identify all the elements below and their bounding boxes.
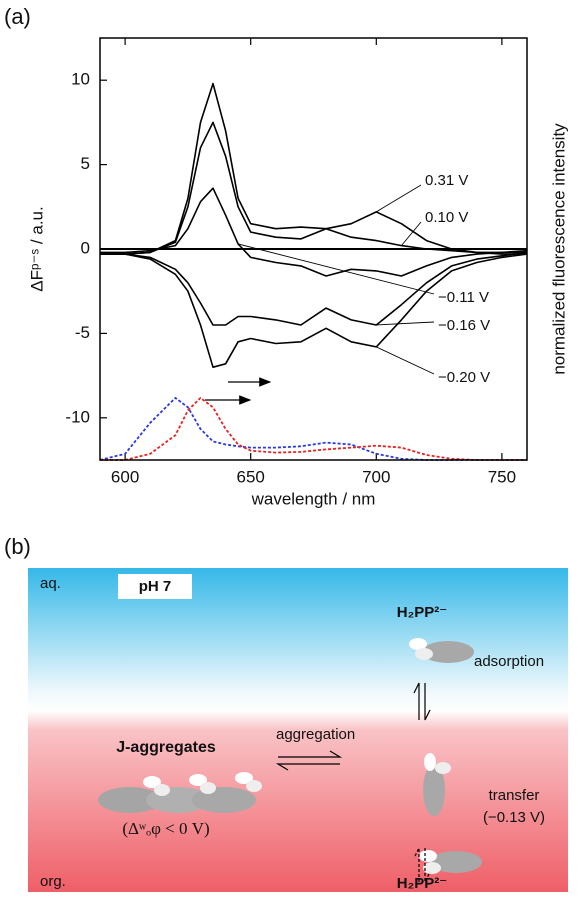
condition-label: (Δʷₒφ < 0 V) bbox=[122, 819, 209, 838]
equilibrium-arrow bbox=[275, 682, 431, 883]
leader-line bbox=[401, 221, 422, 246]
process-label: transfer bbox=[489, 787, 540, 804]
diagram: aq. org. pH 7 H₂PP²⁻ H₂PP²⁻ adsorption a… bbox=[28, 568, 568, 892]
y-tick-label: -10 bbox=[65, 407, 90, 426]
y-axis-label: ΔFᵖ⁻ˢ / a.u. bbox=[27, 206, 46, 291]
difference-line bbox=[100, 187, 528, 277]
panel-label: (a) bbox=[4, 4, 31, 29]
leader-line bbox=[238, 243, 435, 295]
y-tick-label: 10 bbox=[71, 70, 90, 89]
species-label: H₂PP²⁻ bbox=[397, 604, 447, 621]
series-label: −0.11 V bbox=[438, 289, 489, 306]
molecule bbox=[409, 638, 474, 663]
series-label: −0.16 V bbox=[438, 317, 490, 334]
x-tick-label: 600 bbox=[111, 467, 139, 486]
difference-line bbox=[100, 121, 527, 255]
leader-line bbox=[376, 184, 422, 213]
series-label: 0.10 V bbox=[425, 209, 468, 226]
process-label: aggregation bbox=[276, 726, 355, 743]
series-label: 0.31 V bbox=[425, 172, 468, 189]
molecule bbox=[419, 850, 482, 874]
y-tick-label: 5 bbox=[81, 154, 90, 173]
species-label: H₂PP²⁻ bbox=[397, 875, 447, 892]
x-tick-label: 750 bbox=[488, 467, 516, 486]
molecule bbox=[423, 753, 451, 816]
spectrum-line bbox=[100, 397, 527, 461]
difference-line bbox=[100, 82, 527, 255]
phase-label: org. bbox=[40, 873, 66, 890]
y2-axis-label: normalized fluorescence intensity bbox=[549, 123, 568, 375]
j-aggregate bbox=[98, 772, 262, 813]
potential-label: (−0.13 V) bbox=[483, 809, 545, 826]
x-tick-label: 650 bbox=[237, 467, 265, 486]
difference-line bbox=[100, 253, 528, 368]
leader-line bbox=[376, 346, 435, 375]
plot-frame bbox=[99, 37, 528, 461]
ph-box bbox=[118, 574, 192, 599]
aggregate-label: J-aggregates bbox=[116, 739, 216, 756]
series-label: −0.20 V bbox=[438, 369, 490, 386]
ph-label: pH 7 bbox=[139, 578, 172, 595]
interface-background bbox=[28, 568, 568, 892]
leader-line bbox=[376, 321, 435, 326]
chart: 600 650 700 750 -10 -5 0 5 10 wavelength / nm ΔFᵖ⁻… bbox=[27, 37, 568, 508]
x-tick-label: 700 bbox=[362, 467, 390, 486]
phase-label: aq. bbox=[40, 575, 61, 592]
panel-label: (b) bbox=[4, 534, 31, 559]
x-axis-label: wavelength / nm bbox=[251, 489, 376, 508]
y-tick-label: 0 bbox=[81, 238, 90, 257]
difference-line bbox=[100, 251, 528, 326]
y-tick-label: -5 bbox=[75, 323, 90, 342]
process-label: adsorption bbox=[474, 653, 544, 670]
